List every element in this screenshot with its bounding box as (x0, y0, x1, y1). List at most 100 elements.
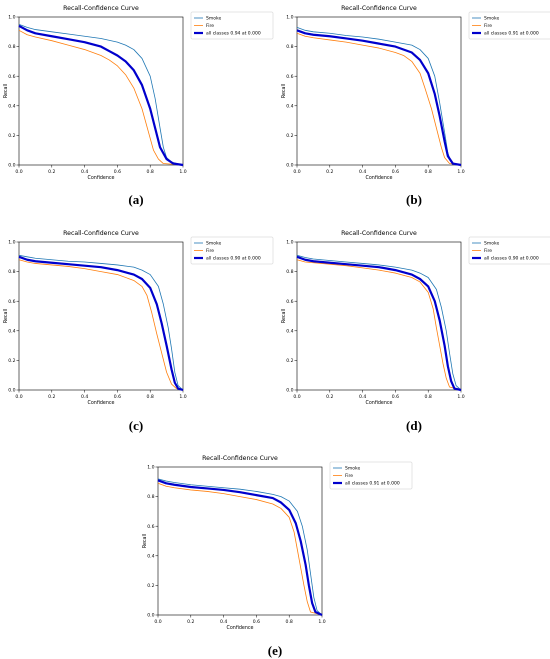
x-axis-label-e: Confidence (227, 625, 254, 631)
y-tick-label-b-3: 0.6 (286, 74, 293, 80)
y-tick-label-d-5: 1.0 (286, 240, 293, 246)
x-axis-label-c: Confidence (88, 400, 115, 406)
y-tick-label-b-4: 0.8 (286, 44, 293, 50)
y-tick-label-d-4: 0.8 (286, 269, 293, 275)
x-tick-label-e-0: 0.0 (154, 619, 161, 625)
x-tick-label-b-0: 0.0 (293, 169, 300, 175)
x-tick-label-d-1: 0.2 (326, 394, 333, 400)
y-tick-label-c-2: 0.4 (8, 328, 15, 334)
series-line-a-2 (18, 24, 184, 167)
x-axis-label-d: Confidence (366, 400, 393, 406)
y-axis-label-d: Recall (281, 309, 287, 323)
x-tick-label-c-2: 0.4 (81, 394, 88, 400)
series-line-d-2 (296, 255, 462, 392)
x-tick-label-d-2: 0.4 (359, 394, 366, 400)
chart-title-b: Recall-Confidence Curve (341, 5, 417, 12)
legend-label-c-1: Fire (206, 248, 214, 254)
y-tick-label-b-1: 0.2 (286, 133, 293, 139)
x-tick-label-d-0: 0.0 (293, 394, 300, 400)
chart-title-e: Recall-Confidence Curve (202, 455, 278, 462)
series-line-e-1 (157, 482, 323, 616)
x-axis-label-a: Confidence (88, 175, 115, 181)
x-tick-label-a-3: 0.6 (114, 169, 121, 175)
plot-frame-e (157, 466, 323, 616)
y-tick-label-c-5: 1.0 (8, 240, 15, 246)
legend-label-c-0: Smoke (206, 241, 221, 247)
plot-frame-d (296, 241, 462, 391)
legend-label-c-2: all classes 0.90 at 0.000 (206, 256, 261, 262)
y-tick-label-c-4: 0.8 (8, 269, 15, 275)
y-tick-label-b-2: 0.4 (286, 103, 293, 109)
y-tick-label-d-2: 0.4 (286, 328, 293, 334)
legend-label-a-0: Smoke (206, 16, 221, 22)
x-tick-label-b-1: 0.2 (326, 169, 333, 175)
x-tick-label-c-5: 1.0 (179, 394, 186, 400)
legend-label-d-1: Fire (484, 248, 492, 254)
legend-label-b-2: all classes 0.91 at 0.000 (484, 31, 539, 37)
y-tick-label-c-1: 0.2 (8, 358, 15, 364)
y-tick-label-a-5: 1.0 (8, 15, 15, 21)
y-tick-label-d-1: 0.2 (286, 358, 293, 364)
legend-label-d-2: all classes 0.90 at 0.000 (484, 256, 539, 262)
y-tick-label-e-3: 0.6 (147, 524, 154, 530)
x-tick-label-b-4: 0.8 (425, 169, 432, 175)
y-tick-label-b-5: 1.0 (286, 15, 293, 21)
x-axis-label-b: Confidence (366, 175, 393, 181)
legend-label-a-1: Fire (206, 23, 214, 29)
series-line-c-2 (18, 255, 184, 392)
x-tick-label-b-3: 0.6 (392, 169, 399, 175)
x-tick-label-a-5: 1.0 (179, 169, 186, 175)
x-tick-label-a-1: 0.2 (48, 169, 55, 175)
chart-title-d: Recall-Confidence Curve (341, 230, 417, 237)
legend-label-e-0: Smoke (345, 466, 360, 472)
series-line-d-1 (296, 259, 462, 391)
y-axis-label-c: Recall (3, 309, 9, 323)
caption-e: (e) (267, 643, 283, 658)
chart-e: Recall-Confidence Curve 0.0 0.2 0.4 0.6 0.8 1.… (142, 455, 413, 631)
chart-title-c: Recall-Confidence Curve (63, 230, 139, 237)
legend-a (190, 11, 274, 40)
caption-d: (d) (406, 418, 422, 433)
chart-b: Recall-Confidence Curve 0.0 0.2 0.4 0.6 0.8 1.… (281, 5, 550, 181)
x-tick-label-d-5: 1.0 (457, 394, 464, 400)
y-tick-label-a-0: 0.0 (8, 163, 15, 169)
x-tick-label-e-4: 0.8 (286, 619, 293, 625)
x-tick-label-a-2: 0.4 (81, 169, 88, 175)
chart-title-a: Recall-Confidence Curve (63, 5, 139, 12)
caption-b: (b) (406, 192, 422, 207)
legend-d (468, 236, 550, 265)
y-tick-label-e-2: 0.4 (147, 553, 154, 559)
y-axis-label-b: Recall (281, 84, 287, 98)
plot-frame-a (18, 16, 184, 166)
legend-e (329, 461, 413, 490)
y-tick-label-c-0: 0.0 (8, 388, 15, 394)
y-tick-label-a-3: 0.6 (8, 74, 15, 80)
series-line-e-2 (157, 479, 323, 617)
caption-c: (c) (128, 418, 144, 433)
series-line-d-0 (296, 254, 462, 391)
y-tick-label-d-0: 0.0 (286, 388, 293, 394)
x-tick-label-e-3: 0.6 (253, 619, 260, 625)
y-tick-label-e-5: 1.0 (147, 465, 154, 471)
x-tick-label-c-4: 0.8 (147, 394, 154, 400)
plot-frame-b (296, 16, 462, 166)
plot-frame-c (18, 241, 184, 391)
y-tick-label-c-3: 0.6 (8, 299, 15, 305)
chart-a: Recall-Confidence Curve 0.0 0.2 0.4 0.6 0.8 1.… (3, 5, 274, 181)
series-line-b-2 (296, 29, 462, 167)
y-tick-label-e-4: 0.8 (147, 494, 154, 500)
series-line-c-0 (18, 254, 184, 391)
legend-label-a-2: all classes 0.94 at 0.000 (206, 31, 261, 37)
y-axis-label-e: Recall (142, 534, 148, 548)
chart-d: Recall-Confidence Curve 0.0 0.2 0.4 0.6 0.8 1.… (281, 230, 550, 406)
series-line-e-0 (157, 478, 323, 616)
x-tick-label-d-4: 0.8 (425, 394, 432, 400)
x-tick-label-d-3: 0.6 (392, 394, 399, 400)
x-tick-label-c-1: 0.2 (48, 394, 55, 400)
series-line-c-1 (18, 259, 184, 391)
chart-c: Recall-Confidence Curve 0.0 0.2 0.4 0.6 0.8 1.… (3, 230, 274, 406)
x-tick-label-a-4: 0.8 (147, 169, 154, 175)
x-tick-label-e-2: 0.4 (220, 619, 227, 625)
legend-label-d-0: Smoke (484, 241, 499, 247)
